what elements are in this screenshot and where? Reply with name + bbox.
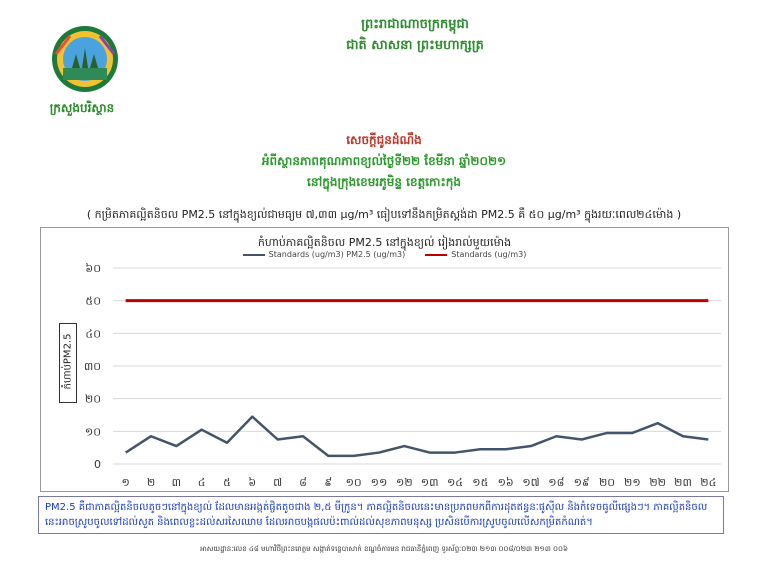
address-line: អាសយដ្ឋានៈលេខ ៤៨ មហាវិថីព្រះនរោត្តម សង្ក…: [200, 545, 568, 553]
x-tick-label: ៣: [172, 476, 181, 489]
x-tick-label: ២៣: [674, 476, 692, 489]
line-chart: 0១០២០៣០៤០៥០៦០១២៣៤៥៦៧៨៩១០ ១១ ១២ ១៣ ១៤ ១៥ ១៦ ១៧ ១៨…: [84, 262, 721, 489]
x-tick-label: ៧: [273, 476, 282, 489]
x-tick-label: ២២: [649, 476, 666, 489]
chart-legend: Standards (ug/m3) PM2.5 (ug/m3) Standard…: [41, 250, 728, 259]
legend-label-standard: Standards (ug/m3): [451, 250, 527, 259]
x-tick-label: ៦: [248, 476, 256, 489]
y-tick-label: ២០: [85, 393, 101, 406]
x-tick-label: ៤: [198, 476, 206, 489]
legend-swatch-pm25: [242, 253, 265, 256]
y-axis-label-box: កំហាប់PM2.5: [59, 323, 77, 403]
ministry-name: ក្រសួងបរិស្ថាន: [49, 101, 115, 115]
legend-label-pm25: Standards (ug/m3) PM2.5 (ug/m3): [268, 250, 406, 259]
chart-title: កំហាប់ភាគល្អិតនិចល PM2.5 នៅក្នុងខ្យល់ រៀ…: [257, 236, 512, 249]
x-tick-label: ២០: [599, 476, 615, 489]
x-tick-label: ១៦: [498, 476, 514, 489]
chart-frame: កំហាប់ភាគល្អិតនិចល PM2.5 នៅក្នុងខ្យល់ រៀ…: [40, 227, 729, 492]
y-tick-label: ៦០: [85, 262, 101, 275]
notice-location: នៅក្នុងក្រុងខេមរភូមិន្ទ ខេត្តកោះកុង: [307, 175, 461, 189]
series-line-pm25: [124, 415, 709, 458]
pm25-explanation: PM2.5 គឺជាភាគល្អិតនិចលតូចៗនៅក្នុងខ្យល់ ដ…: [38, 496, 724, 534]
x-tick-label: ១៧: [522, 476, 539, 489]
x-tick-label: ១០: [346, 476, 362, 489]
notice-title: សេចក្តីជូនដំណឹង អំពីស្ថានភាពគុណភាពខ្យល់ថ…: [110, 130, 658, 193]
x-tick-label: ៩: [324, 476, 332, 489]
notice-subject: អំពីស្ថានភាពគុណភាពខ្យល់ថ្ងៃទី២២ ខែមីនា ឆ…: [261, 154, 507, 168]
x-tick-label: ១១: [371, 476, 388, 489]
kingdom-line: ព្រះរាជាណាចក្រកម្ពុជា: [361, 17, 469, 32]
ministry-logo: [52, 26, 118, 92]
x-tick-label: ១: [122, 476, 130, 489]
y-tick-label: 0: [94, 458, 101, 471]
average-note: ( កម្រិតភាគល្អិតនិចល PM2.5 នៅក្នុងខ្យល់ជ…: [86, 208, 682, 221]
x-tick-label: ២៤: [700, 476, 716, 489]
y-tick-label: ៥០: [85, 295, 101, 308]
motto-line: ជាតិ សាសនា ព្រះមហាក្សត្រ: [346, 38, 484, 53]
kingdom-header: ព្រះរាជាណាចក្រកម្ពុជា ជាតិ សាសនា ព្រះមហា…: [250, 14, 580, 56]
notice-heading: សេចក្តីជូនដំណឹង: [346, 133, 422, 147]
x-tick-label: ៨: [299, 476, 307, 489]
legend-item-pm25: Standards (ug/m3) PM2.5 (ug/m3): [242, 250, 406, 259]
legend-swatch-standard: [425, 253, 448, 256]
x-tick-label: ៥: [223, 476, 231, 489]
x-tick-label: ១៥: [472, 476, 488, 489]
y-tick-label: ៤០: [85, 327, 101, 340]
x-tick-label: ១២: [396, 476, 413, 489]
legend-item-standard: Standards (ug/m3): [425, 250, 526, 259]
x-tick-label: ១៨: [548, 476, 564, 489]
x-tick-label: ២: [147, 476, 155, 489]
x-tick-label: ២១: [624, 476, 641, 489]
x-tick-label: ១៩: [574, 476, 590, 489]
x-tick-label: ១៣: [421, 476, 439, 489]
x-tick-label: ១៤: [447, 476, 463, 489]
y-tick-label: ៣០: [84, 360, 101, 373]
y-tick-label: ១០: [85, 425, 101, 438]
